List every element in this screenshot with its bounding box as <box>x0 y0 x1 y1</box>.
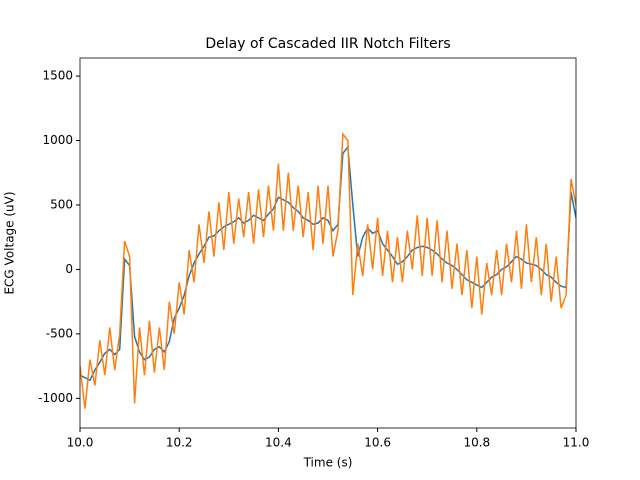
x-tick-label: 10.8 <box>463 436 490 450</box>
x-tick-label: 11.0 <box>563 436 590 450</box>
x-axis-label: Time (s) <box>303 456 353 470</box>
y-tick-label: 1000 <box>42 133 73 147</box>
y-tick-label: -1000 <box>38 391 73 405</box>
y-tick-label: 1500 <box>42 69 73 83</box>
x-tick-label: 10.6 <box>364 436 391 450</box>
plot-frame <box>79 57 577 429</box>
y-tick-label: -500 <box>46 326 73 340</box>
x-tick-label: 10.4 <box>265 436 292 450</box>
data-line <box>80 131 576 409</box>
y-axis-label: ECG Voltage (uV) <box>3 191 17 294</box>
y-tick-label: 500 <box>50 197 73 211</box>
x-tick-label: 10.2 <box>166 436 193 450</box>
data-line <box>80 144 576 382</box>
y-tick-label: 0 <box>65 262 73 276</box>
chart-title: Delay of Cascaded IIR Notch Filters <box>205 36 450 52</box>
x-tick-label: 10.0 <box>67 436 94 450</box>
